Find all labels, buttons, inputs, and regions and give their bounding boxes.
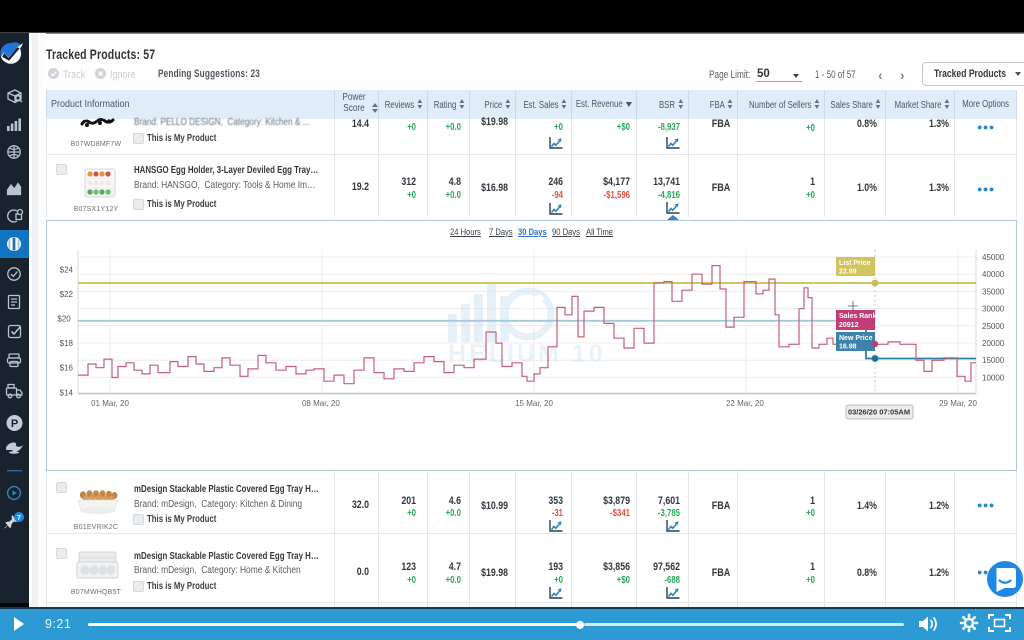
svg-text:HELIUM 10: HELIUM 10 [448,340,606,368]
svg-text:P: P [11,418,18,430]
svg-text:22.99: 22.99 [839,269,857,276]
svg-text:$24$22$20 $18$16$14: $24 $22 $20 $18 $16 $14 [57,265,73,397]
svg-text:16.98: 16.98 [839,344,857,351]
svg-text:03/26/20 07:05AM: 03/26/20 07:05AM [848,408,910,417]
svg-text:7: 7 [17,513,21,522]
svg-text:Sales Rank: Sales Rank [839,313,876,320]
svg-text:New Price: New Price [839,335,873,342]
svg-text:List Price: List Price [839,260,871,267]
svg-text:20912: 20912 [839,322,859,329]
